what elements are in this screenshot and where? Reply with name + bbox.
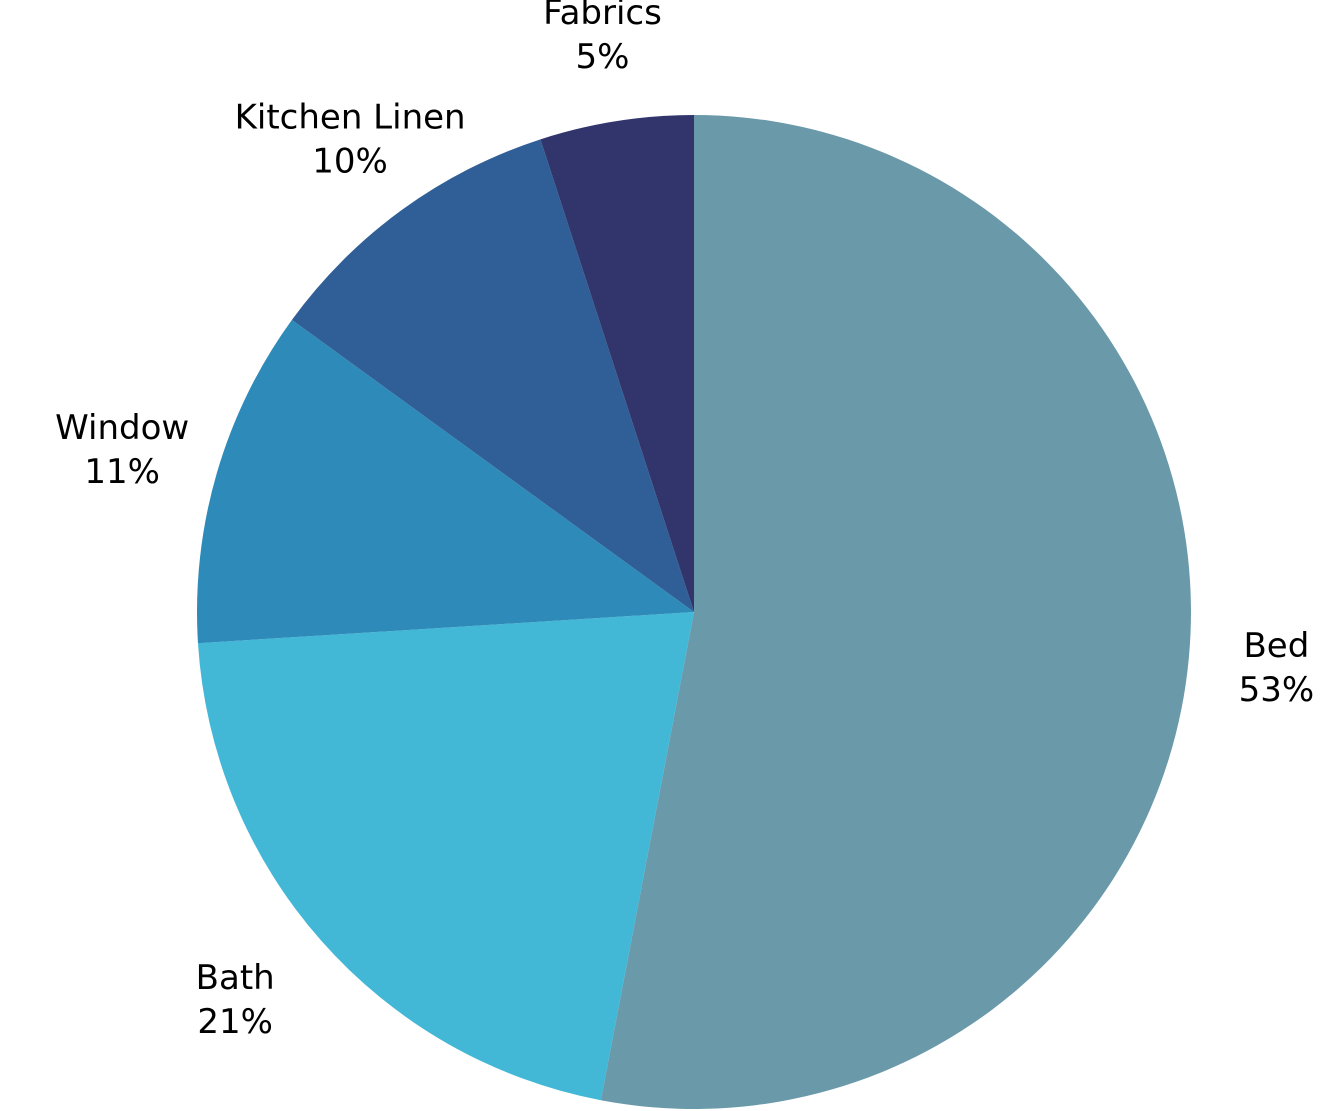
- slice-label-value: 21%: [197, 1002, 273, 1042]
- slice-label-name: Window: [55, 408, 189, 448]
- slice-label-value: 10%: [312, 142, 388, 182]
- slice-label-name: Bath: [196, 958, 275, 998]
- slice-label-value: 11%: [84, 452, 160, 492]
- slice-label-name: Fabrics: [543, 0, 662, 33]
- slice-label-fabrics: Fabrics 5%: [543, 0, 662, 77]
- pie-slice-bed: [600, 115, 1191, 1109]
- pie-slice-kitchen-linen: [291, 139, 694, 612]
- slice-label-value: 53%: [1239, 670, 1315, 710]
- slice-label-bath: Bath 21%: [196, 958, 275, 1042]
- slice-label-name: Kitchen Linen: [235, 98, 466, 138]
- pie-slice-fabrics: [540, 114, 694, 612]
- slice-label-kitchen-linen: Kitchen Linen 10%: [235, 98, 466, 182]
- slice-label-value: 5%: [576, 37, 630, 77]
- pie-slices: [196, 114, 1191, 1109]
- slice-label-bed: Bed 53%: [1239, 626, 1315, 710]
- pie-labels: Bed 53% Bath 21% Window 11% Kitchen Linen 10% Fa…: [55, 0, 1314, 1042]
- pie-slice-bath: [197, 612, 695, 1101]
- pie-slice-window: [196, 319, 695, 644]
- slice-label-name: Bed: [1243, 626, 1309, 666]
- slice-label-window: Window 11%: [55, 408, 189, 492]
